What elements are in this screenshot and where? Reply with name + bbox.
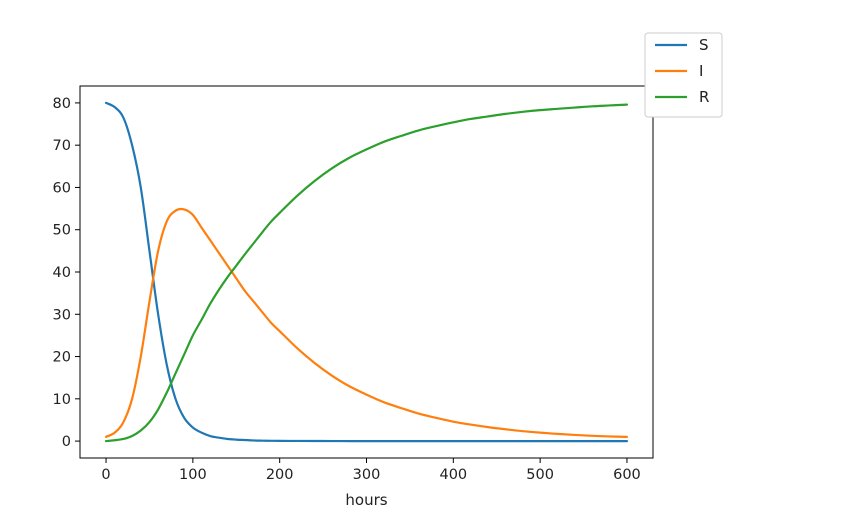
y-tick-label: 50 <box>53 223 71 239</box>
y-tick-label: 20 <box>53 350 71 366</box>
y-tick-label: 70 <box>53 138 71 154</box>
legend-label-I: I <box>699 62 703 80</box>
plot-area <box>104 101 629 443</box>
x-tick-label: 400 <box>439 467 467 483</box>
y-tick-label: 10 <box>53 392 71 408</box>
x-tick-label: 100 <box>179 467 207 483</box>
x-axis-label: hours <box>345 491 387 509</box>
series-line-S <box>104 101 629 443</box>
legend: SIR <box>644 32 723 118</box>
x-axis: 0 100 200 300 400 500 600 <box>101 458 641 483</box>
axes-frame <box>79 85 654 459</box>
x-tick-label: 500 <box>526 467 554 483</box>
y-axis: 0 10 20 30 40 50 60 70 80 <box>53 96 80 450</box>
y-tick-label: 30 <box>53 307 71 323</box>
y-tick-label: 60 <box>53 180 71 196</box>
y-tick-label: 0 <box>62 434 71 450</box>
legend-label-R: R <box>699 88 709 106</box>
series-line-R <box>104 103 629 443</box>
legend-label-S: S <box>699 36 709 54</box>
x-tick-label: 0 <box>101 467 110 483</box>
y-tick-label: 40 <box>53 265 71 281</box>
x-tick-label: 300 <box>353 467 381 483</box>
x-tick-label: 600 <box>613 467 641 483</box>
y-tick-label: 80 <box>53 96 71 112</box>
x-tick-label: 200 <box>266 467 294 483</box>
series-line-I <box>104 207 629 438</box>
